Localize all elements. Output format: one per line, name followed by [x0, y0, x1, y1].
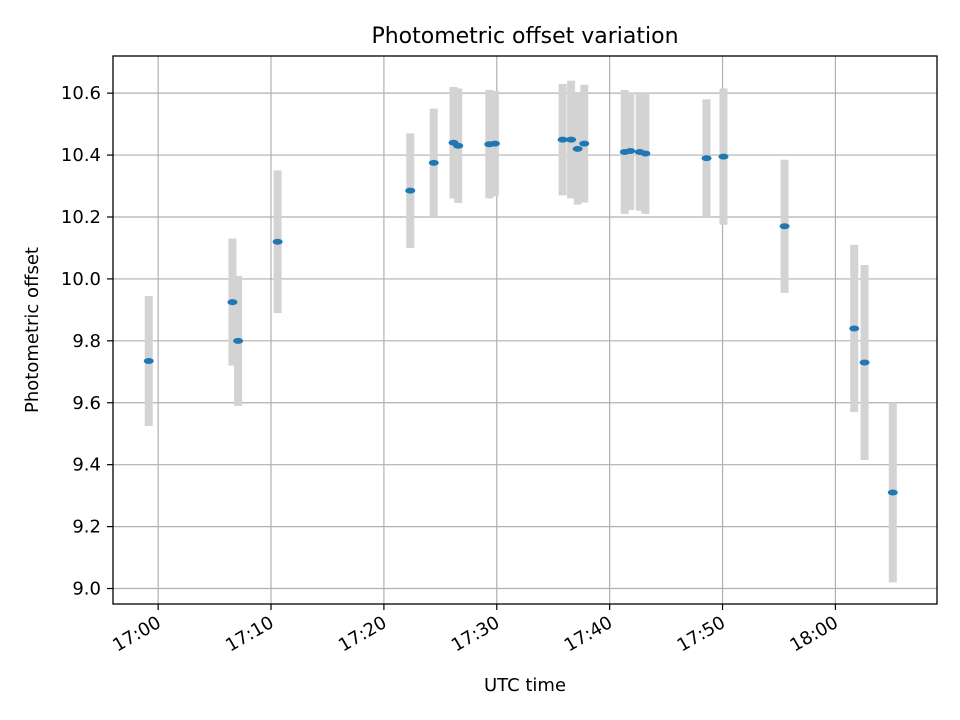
data-point: [566, 136, 577, 143]
data-point: [625, 148, 636, 155]
data-point: [640, 150, 651, 157]
data-point: [572, 145, 583, 152]
data-point: [405, 187, 416, 194]
y-tick-label: 9.6: [72, 393, 101, 414]
y-axis-label: Photometric offset: [22, 247, 43, 413]
y-tick-label: 9.8: [72, 331, 101, 352]
data-point: [557, 136, 568, 143]
y-tick-label: 10.6: [61, 83, 101, 104]
y-tick-label: 10.4: [61, 145, 101, 166]
y-axis: 9.0 9.2 9.4 9.6 9.8 10.0 10.2 10.4 10.6: [61, 83, 113, 600]
data-point: [453, 142, 464, 149]
data-point: [779, 223, 790, 230]
data-point: [489, 140, 500, 147]
data-point: [428, 159, 439, 166]
data-point: [227, 299, 238, 306]
data-point: [579, 140, 590, 147]
data-points: [143, 136, 898, 496]
plot-frame: [112, 55, 938, 605]
data-point: [859, 359, 870, 366]
data-point: [718, 153, 729, 160]
y-tick-label: 10.0: [61, 269, 101, 290]
data-point: [849, 325, 860, 332]
y-tick-label: 9.2: [72, 517, 101, 538]
data-point: [143, 357, 154, 364]
data-point: [233, 337, 244, 344]
data-point: [272, 238, 283, 245]
y-tick-label: 9.0: [72, 579, 101, 600]
chart-title: Photometric offset variation: [371, 24, 678, 49]
data-point: [887, 489, 898, 496]
data-point: [701, 155, 712, 162]
x-axis-label: UTC time: [484, 675, 566, 696]
y-tick-label: 9.4: [72, 455, 101, 476]
y-tick-label: 10.2: [61, 207, 101, 228]
